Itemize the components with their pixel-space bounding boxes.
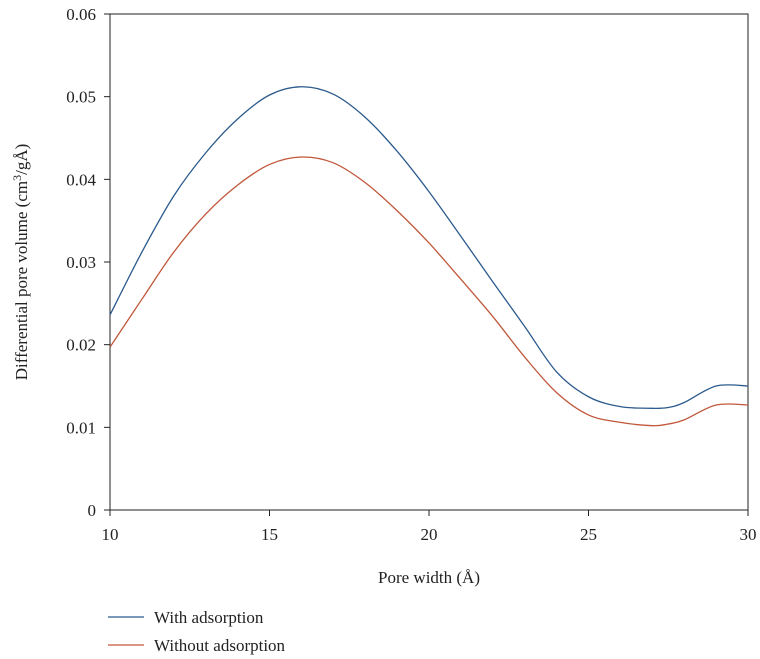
y-tick-label: 0.06 <box>66 5 96 24</box>
x-axis-title: Pore width (Å) <box>378 568 480 587</box>
series-lines <box>109 86 749 427</box>
x-tick-label: 15 <box>261 525 278 544</box>
y-axis-title-tail: /gÅ) <box>12 144 31 175</box>
y-axis-title-main: Differential pore volume (cm <box>12 181 31 380</box>
x-tick-label: 10 <box>102 525 119 544</box>
y-tick-label: 0.04 <box>66 170 96 189</box>
series-line-with-adsorption <box>109 86 749 410</box>
series-line-without-adsorption <box>109 156 749 427</box>
x-tick-label: 20 <box>421 525 438 544</box>
legend: With adsorption Without adsorption <box>108 608 286 655</box>
y-axis-title: Differential pore volume (cm3/gÅ) <box>10 144 31 381</box>
y-tick-label: 0.01 <box>66 418 96 437</box>
x-axis: 10 15 20 25 30 <box>102 510 757 544</box>
x-tick-label: 30 <box>740 525 757 544</box>
y-axis: 0 0.01 0.02 0.03 0.04 0.05 0.06 <box>66 5 110 520</box>
legend-label-without-adsorption: Without adsorption <box>154 636 286 655</box>
plot-frame <box>109 13 749 511</box>
x-tick-label: 25 <box>580 525 597 544</box>
y-tick-label: 0.03 <box>66 253 96 272</box>
y-tick-label: 0 <box>88 501 97 520</box>
y-axis-title-superscript: 3 <box>10 175 24 181</box>
legend-label-with-adsorption: With adsorption <box>154 608 264 627</box>
y-tick-label: 0.02 <box>66 336 96 355</box>
y-tick-label: 0.05 <box>66 88 96 107</box>
